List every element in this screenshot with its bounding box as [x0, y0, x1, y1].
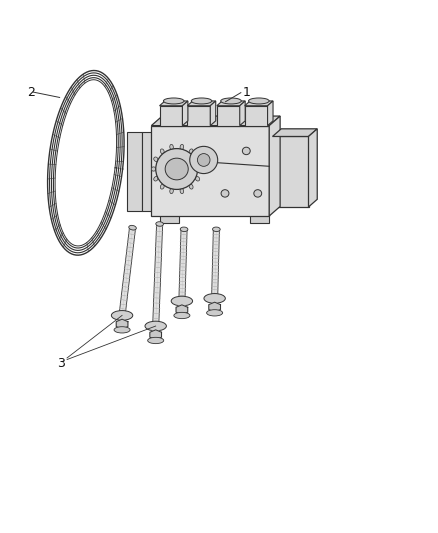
Ellipse shape	[154, 157, 158, 161]
Polygon shape	[159, 106, 183, 126]
Ellipse shape	[189, 184, 193, 189]
Polygon shape	[150, 330, 162, 340]
Ellipse shape	[170, 144, 173, 150]
Ellipse shape	[180, 144, 184, 150]
Ellipse shape	[180, 188, 184, 193]
Polygon shape	[250, 214, 269, 223]
Ellipse shape	[195, 176, 200, 181]
Ellipse shape	[189, 149, 193, 154]
Ellipse shape	[212, 227, 220, 231]
Ellipse shape	[195, 157, 200, 161]
Polygon shape	[151, 116, 280, 126]
Polygon shape	[240, 101, 245, 126]
Polygon shape	[245, 101, 273, 106]
Ellipse shape	[198, 167, 202, 171]
Ellipse shape	[165, 158, 188, 180]
Polygon shape	[212, 229, 219, 298]
Ellipse shape	[221, 190, 229, 197]
Ellipse shape	[171, 296, 193, 306]
Polygon shape	[187, 106, 210, 126]
Ellipse shape	[254, 190, 261, 197]
Ellipse shape	[174, 312, 190, 319]
Text: 1: 1	[243, 86, 251, 99]
Polygon shape	[210, 101, 216, 126]
Polygon shape	[183, 101, 188, 126]
Ellipse shape	[248, 98, 269, 104]
Polygon shape	[217, 106, 240, 126]
Ellipse shape	[145, 321, 166, 331]
Ellipse shape	[163, 98, 184, 104]
Ellipse shape	[129, 225, 136, 230]
Polygon shape	[127, 132, 141, 212]
Ellipse shape	[170, 188, 173, 193]
Polygon shape	[308, 129, 317, 207]
Polygon shape	[268, 101, 273, 126]
Ellipse shape	[160, 184, 164, 189]
Polygon shape	[119, 227, 136, 316]
Polygon shape	[272, 136, 308, 207]
Polygon shape	[217, 101, 245, 106]
Ellipse shape	[156, 222, 163, 226]
Ellipse shape	[204, 294, 225, 303]
Polygon shape	[152, 224, 162, 326]
Polygon shape	[269, 116, 280, 216]
Ellipse shape	[180, 227, 188, 231]
Ellipse shape	[198, 154, 210, 166]
Polygon shape	[179, 229, 187, 301]
Ellipse shape	[111, 311, 133, 320]
Polygon shape	[116, 319, 128, 329]
Ellipse shape	[242, 147, 250, 155]
Text: 3: 3	[57, 357, 65, 370]
Ellipse shape	[191, 98, 212, 104]
Ellipse shape	[207, 310, 223, 316]
Ellipse shape	[156, 149, 198, 189]
Ellipse shape	[154, 176, 158, 181]
Ellipse shape	[221, 98, 241, 104]
Polygon shape	[209, 302, 220, 312]
Polygon shape	[187, 101, 216, 106]
Polygon shape	[151, 126, 269, 216]
Polygon shape	[176, 305, 188, 314]
Polygon shape	[272, 129, 317, 136]
Ellipse shape	[160, 149, 164, 154]
Text: 2: 2	[27, 86, 35, 99]
Polygon shape	[159, 101, 188, 106]
Polygon shape	[159, 214, 179, 223]
Polygon shape	[245, 106, 268, 126]
Ellipse shape	[148, 337, 164, 344]
Ellipse shape	[114, 327, 130, 333]
Polygon shape	[141, 132, 156, 212]
Ellipse shape	[190, 147, 218, 174]
Ellipse shape	[152, 167, 156, 171]
